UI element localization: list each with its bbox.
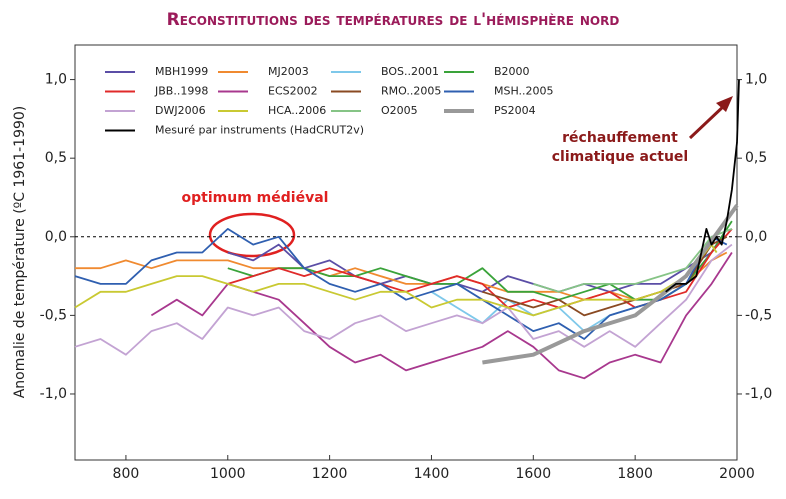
series-line — [482, 204, 739, 365]
series-line — [482, 235, 728, 317]
legend-label: MBH1999 — [155, 65, 208, 78]
chart-title: Reconstitutions des températures de l'hé… — [167, 10, 620, 30]
x-tick-label: 1400 — [414, 466, 450, 482]
y2-tick-label: -0,5 — [745, 307, 772, 323]
x-tick-label: 1200 — [312, 466, 348, 482]
legend-label: HCA..2006 — [268, 104, 326, 117]
legend-label: B2000 — [494, 65, 530, 78]
legend-label: O2005 — [381, 104, 418, 117]
series-line — [74, 228, 728, 340]
annotation: optimum médiéval — [182, 190, 329, 206]
legend-label: DWJ2006 — [155, 104, 206, 117]
x-tick-label: 1800 — [617, 466, 653, 482]
arrow-head — [716, 96, 733, 112]
plot-frame — [74, 44, 738, 461]
series-line — [227, 220, 733, 301]
legend-label: Mesuré par instruments (HadCRUT2v) — [155, 124, 364, 137]
legend-label: PS2004 — [494, 104, 536, 117]
highlight-ellipse — [208, 212, 296, 258]
series-line — [74, 243, 733, 356]
y2-tick-label: 1,0 — [745, 72, 767, 88]
series-line — [74, 243, 718, 317]
legend-label: MJ2003 — [268, 65, 309, 78]
y2-tick-label: -1,0 — [745, 386, 772, 402]
y-tick-label: -0,5 — [40, 307, 67, 323]
series-line — [665, 79, 740, 293]
legend-label: ECS2002 — [268, 85, 318, 98]
legend-label: BOS..2001 — [381, 65, 439, 78]
annotation: réchauffement — [562, 130, 678, 146]
y-tick-label: 0,5 — [45, 150, 67, 166]
x-tick-label: 2000 — [719, 466, 755, 482]
legend-label: JBB..1998 — [154, 85, 208, 98]
annotation: climatique actuel — [552, 149, 688, 165]
x-tick-label: 1600 — [515, 466, 551, 482]
y-tick-label: -1,0 — [40, 386, 67, 402]
y-axis-label: Anomalie de température (ºC 1961-1990) — [12, 106, 28, 399]
legend-label: MSH..2005 — [494, 85, 554, 98]
y-tick-label: 0,0 — [45, 229, 67, 245]
arrow-shaft — [688, 102, 728, 140]
legend-label: RMO..2005 — [381, 85, 441, 98]
x-tick-label: 1000 — [210, 466, 246, 482]
y2-tick-label: 0,5 — [745, 150, 767, 166]
series-line — [75, 251, 728, 301]
y-tick-label: 1,0 — [45, 72, 67, 88]
x-tick-label: 800 — [113, 466, 140, 482]
y2-tick-label: 0,0 — [745, 229, 767, 245]
